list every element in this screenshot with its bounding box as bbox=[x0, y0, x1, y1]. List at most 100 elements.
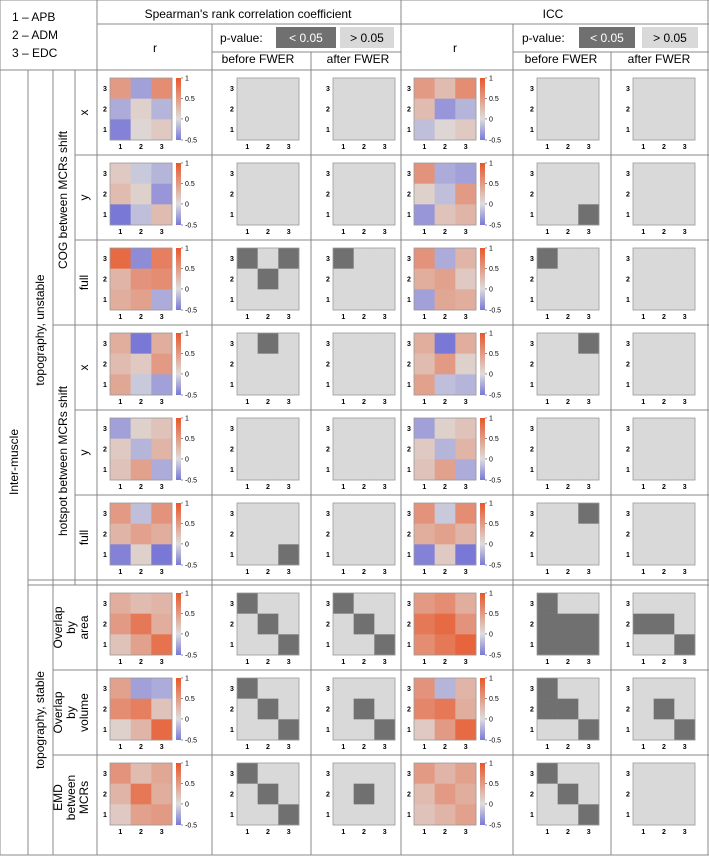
heatmap-cell bbox=[237, 613, 258, 635]
heatmap-frame bbox=[109, 77, 173, 141]
heatmap-cell bbox=[557, 163, 579, 184]
y-tick-label: 1 bbox=[626, 727, 630, 734]
x-tick-label: 2 bbox=[362, 484, 366, 491]
heatmap-cell bbox=[674, 459, 696, 481]
x-tick-label: 2 bbox=[566, 569, 570, 576]
heatmap-cell bbox=[537, 418, 558, 439]
colorbar-tick-label: -0.5 bbox=[489, 478, 501, 485]
x-tick-label: 3 bbox=[683, 399, 687, 406]
colorbar-tick-label: 0 bbox=[185, 631, 189, 638]
colorbar-tick-label: 1 bbox=[185, 501, 189, 508]
heatmap-cell bbox=[557, 78, 579, 99]
x-tick-label: 2 bbox=[139, 829, 143, 836]
heatmap-cell bbox=[674, 183, 696, 205]
heatmap-cell bbox=[353, 183, 375, 205]
heatmap-cell bbox=[653, 163, 675, 184]
y-tick-label: 3 bbox=[103, 256, 107, 263]
y-tick-label: 3 bbox=[103, 511, 107, 518]
heatmap-cell bbox=[353, 783, 375, 805]
heatmap-cell bbox=[537, 353, 558, 375]
group-label-inter-muscle: Inter-muscle bbox=[7, 429, 21, 495]
heatmap-cell bbox=[374, 698, 396, 720]
heatmap-frame bbox=[413, 677, 477, 741]
corr-heatmap bbox=[413, 247, 477, 311]
heatmap-cell bbox=[674, 289, 696, 311]
heatmap-cell bbox=[434, 438, 456, 460]
y-tick-label: 1 bbox=[230, 812, 234, 819]
y-tick-label: 3 bbox=[230, 771, 234, 778]
heatmap-cell bbox=[434, 248, 456, 269]
heatmap-cell bbox=[455, 418, 477, 439]
heatmap-cell bbox=[151, 333, 173, 354]
y-tick-label: 2 bbox=[103, 277, 107, 284]
heatmap-cell bbox=[374, 634, 396, 656]
y-tick-label: 1 bbox=[103, 727, 107, 734]
colorbar-tick-label: -0.5 bbox=[489, 823, 501, 830]
heatmap-frame bbox=[413, 77, 477, 141]
y-tick-label: 1 bbox=[407, 552, 411, 559]
x-tick-label: 2 bbox=[139, 229, 143, 236]
x-tick-label: 3 bbox=[683, 744, 687, 751]
heatmap-frame bbox=[632, 77, 696, 141]
y-tick-label: 1 bbox=[326, 552, 330, 559]
x-tick-label: 1 bbox=[118, 229, 122, 236]
x-tick-label: 3 bbox=[464, 744, 468, 751]
y-tick-label: 3 bbox=[230, 341, 234, 348]
y-tick-label: 1 bbox=[407, 467, 411, 474]
heatmap-cell bbox=[537, 763, 558, 784]
heatmap-cell bbox=[674, 204, 696, 226]
y-tick-label: 2 bbox=[530, 707, 534, 714]
heatmap-cell bbox=[278, 289, 300, 311]
heatmap-cell bbox=[374, 418, 396, 439]
x-tick-label: 2 bbox=[566, 744, 570, 751]
x-tick-label: 1 bbox=[245, 144, 249, 151]
y-tick-label: 3 bbox=[530, 601, 534, 608]
heatmap-frame bbox=[236, 77, 300, 141]
x-tick-label: 3 bbox=[464, 659, 468, 666]
y-tick-label: 3 bbox=[103, 426, 107, 433]
pvalue-heatmap bbox=[332, 417, 396, 481]
colorbar-tick-label: 1 bbox=[185, 246, 189, 253]
x-tick-label: 1 bbox=[341, 314, 345, 321]
colorbar bbox=[480, 163, 485, 225]
heatmap-cell bbox=[353, 678, 375, 699]
colorbar bbox=[480, 593, 485, 655]
pvalue-heatmap bbox=[632, 592, 696, 656]
colorbar-tick-label: 1 bbox=[185, 416, 189, 423]
heatmap-cell bbox=[653, 268, 675, 290]
x-tick-label: 1 bbox=[545, 569, 549, 576]
y-tick-label: 2 bbox=[407, 622, 411, 629]
heatmap-cell bbox=[353, 268, 375, 290]
heatmap-cell bbox=[237, 783, 258, 805]
y-tick-label: 3 bbox=[326, 601, 330, 608]
heatmap-cell bbox=[633, 418, 654, 439]
heatmap-cell bbox=[674, 374, 696, 396]
x-tick-label: 3 bbox=[383, 744, 387, 751]
x-tick-label: 3 bbox=[683, 314, 687, 321]
y-tick-label: 2 bbox=[326, 792, 330, 799]
x-tick-label: 2 bbox=[443, 744, 447, 751]
x-tick-label: 2 bbox=[362, 399, 366, 406]
colorbar-tick-label: 0 bbox=[185, 201, 189, 208]
heatmap-frame bbox=[236, 592, 300, 656]
heatmap-cell bbox=[374, 78, 396, 99]
x-tick-label: 3 bbox=[383, 144, 387, 151]
heatmap-cell bbox=[353, 78, 375, 99]
heatmap-cell bbox=[257, 183, 279, 205]
heatmap-cell bbox=[578, 248, 600, 269]
heatmap-frame bbox=[536, 247, 600, 311]
y-tick-label: 2 bbox=[626, 362, 630, 369]
x-tick-label: 2 bbox=[362, 314, 366, 321]
heatmap-cell bbox=[414, 248, 435, 269]
heatmap-cell bbox=[257, 119, 279, 141]
x-tick-label: 1 bbox=[422, 229, 426, 236]
y-tick-label: 1 bbox=[530, 297, 534, 304]
y-tick-label: 2 bbox=[626, 192, 630, 199]
row-label-line: by bbox=[64, 621, 78, 634]
y-tick-label: 3 bbox=[326, 511, 330, 518]
x-tick-label: 1 bbox=[118, 399, 122, 406]
heatmap-cell bbox=[278, 634, 300, 656]
y-tick-label: 1 bbox=[407, 812, 411, 819]
pvalue-heatmap bbox=[632, 247, 696, 311]
colorbar-tick-label: 1 bbox=[185, 676, 189, 683]
